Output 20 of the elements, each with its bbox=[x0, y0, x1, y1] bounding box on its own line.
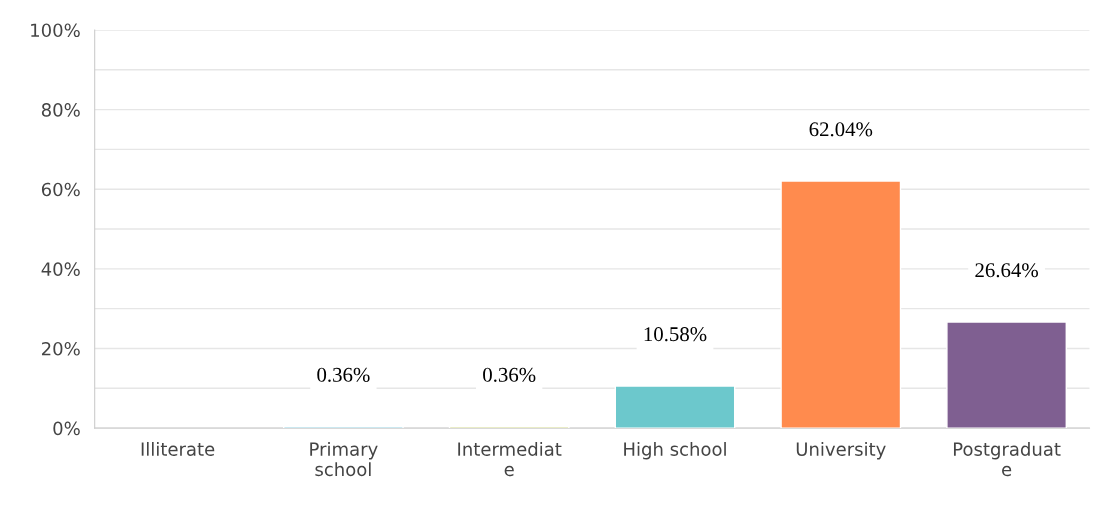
y-tick-label: 20% bbox=[41, 341, 80, 356]
x-tick-label: Intermediat e bbox=[458, 441, 562, 477]
bar bbox=[614, 385, 736, 429]
data-label: 0.36% bbox=[483, 367, 536, 382]
y-tick-label: 0% bbox=[53, 421, 80, 436]
x-tick-label: Primary school bbox=[310, 441, 378, 477]
data-label: 0.36% bbox=[317, 367, 370, 382]
bar bbox=[780, 180, 902, 429]
y-tick-label: 100% bbox=[31, 23, 80, 38]
x-tick-label: High school bbox=[624, 441, 726, 460]
data-label: 26.64% bbox=[975, 263, 1038, 278]
y-tick-label: 40% bbox=[41, 262, 80, 276]
y-tick-label: 60% bbox=[41, 182, 80, 197]
x-tick-label: Illiterate bbox=[141, 441, 215, 456]
y-tick-label: 80% bbox=[41, 103, 80, 117]
x-tick-label: University bbox=[796, 441, 886, 460]
data-label: 10.58% bbox=[644, 327, 707, 342]
x-tick-label: Postgraduat e bbox=[953, 441, 1061, 477]
bar bbox=[946, 321, 1067, 429]
data-label: 62.04% bbox=[809, 122, 873, 137]
